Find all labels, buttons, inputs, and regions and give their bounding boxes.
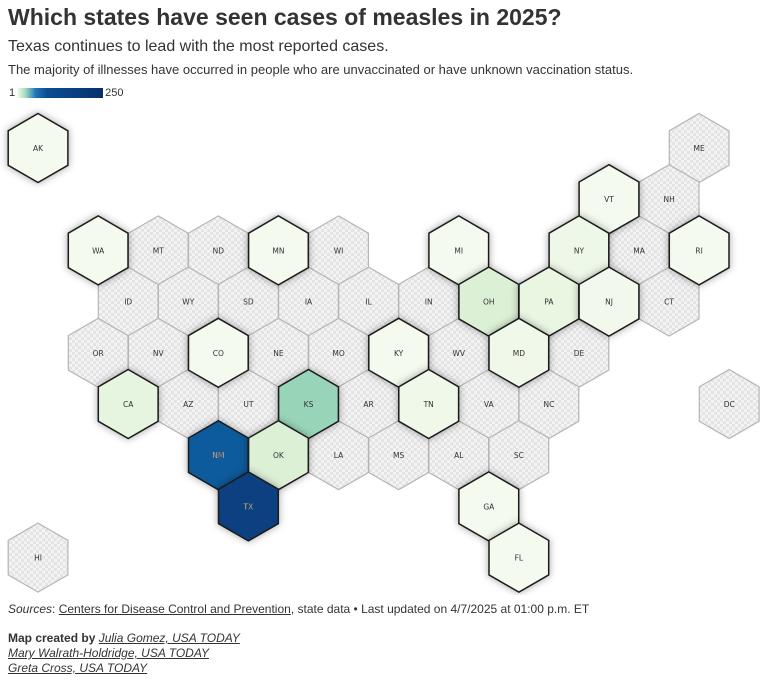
state-label: IN xyxy=(425,298,433,307)
state-hex-mn[interactable]: MN xyxy=(247,215,310,286)
author-link[interactable]: Julia Gomez, USA TODAY xyxy=(98,631,240,645)
state-hex-dc[interactable]: DC xyxy=(698,368,760,440)
state-label: GA xyxy=(483,502,495,511)
state-label: AR xyxy=(363,400,373,409)
state-hex-fl[interactable]: FL xyxy=(488,522,550,593)
state-label: AL xyxy=(454,451,464,460)
state-label: KS xyxy=(304,400,314,409)
state-label: DE xyxy=(574,349,585,358)
hex-shape xyxy=(97,368,159,440)
state-label: SD xyxy=(243,298,254,307)
state-label: NY xyxy=(574,246,585,255)
hex-shape xyxy=(67,215,129,286)
state-label: VT xyxy=(604,195,614,204)
state-label: NE xyxy=(273,349,284,358)
state-hex-tn[interactable]: TN xyxy=(398,368,460,440)
state-label: NM xyxy=(212,451,224,460)
state-hex-ca[interactable]: CA xyxy=(97,368,159,440)
state-label: OR xyxy=(93,349,104,358)
state-hex-nj[interactable]: NJ xyxy=(578,266,640,337)
state-label: ME xyxy=(694,144,705,153)
state-label: IL xyxy=(365,298,372,307)
state-label: NH xyxy=(663,195,674,204)
state-label: PA xyxy=(544,298,554,307)
state-hex-md[interactable]: MD xyxy=(488,317,550,389)
state-label: MO xyxy=(332,349,344,358)
color-legend: 1 250 xyxy=(9,87,123,99)
page-title: Which states have seen cases of measles … xyxy=(8,4,562,30)
legend-gradient xyxy=(17,88,104,98)
hex-shape xyxy=(217,471,280,542)
hex-shape xyxy=(187,317,249,389)
state-label: MI xyxy=(454,246,463,255)
hex-shape xyxy=(7,112,69,184)
hex-shape xyxy=(698,368,760,440)
state-label: AK xyxy=(33,144,44,153)
state-label: IA xyxy=(305,298,313,307)
state-label: OH xyxy=(483,298,495,307)
subtitle: Texas continues to lead with the most re… xyxy=(8,38,389,55)
state-label: WA xyxy=(92,246,105,255)
legend-min: 1 xyxy=(9,87,16,99)
state-label: MA xyxy=(633,246,645,255)
credits: Map created by Julia Gomez, USA TODAY Ma… xyxy=(8,631,240,676)
hex-shape xyxy=(488,317,550,389)
state-label: ND xyxy=(213,246,225,255)
state-label: CT xyxy=(664,298,674,307)
state-hex-co[interactable]: CO xyxy=(187,317,249,389)
source-details: , state data • Last updated on 4/7/2025 … xyxy=(290,602,590,616)
state-label: MS xyxy=(393,451,404,460)
state-hex-tx[interactable]: TX xyxy=(217,471,280,542)
hex-shape xyxy=(247,215,310,286)
state-label: NV xyxy=(153,349,165,358)
author-link[interactable]: Greta Cross, USA TODAY xyxy=(8,661,148,675)
sources-label: Sources xyxy=(8,602,53,616)
state-label: WY xyxy=(182,298,194,307)
state-label: HI xyxy=(34,554,42,563)
state-label: OK xyxy=(273,451,285,460)
hex-shape xyxy=(488,522,550,593)
state-hex-ri[interactable]: RI xyxy=(668,215,730,286)
state-label: CO xyxy=(213,349,224,358)
hex-shape xyxy=(668,215,730,286)
hex-shape xyxy=(398,368,460,440)
state-label: FL xyxy=(515,554,524,563)
state-label: DC xyxy=(724,400,735,409)
hex-shape xyxy=(578,266,640,337)
source-link[interactable]: Centers for Disease Control and Preventi… xyxy=(58,602,291,616)
state-hex-ak[interactable]: AK xyxy=(7,112,69,184)
description: The majority of illnesses have occurred … xyxy=(8,62,634,77)
state-label: NC xyxy=(543,400,554,409)
state-label: SC xyxy=(514,451,524,460)
state-label: UT xyxy=(243,400,253,409)
state-label: MD xyxy=(513,349,525,358)
state-label: LA xyxy=(334,451,344,460)
state-label: ID xyxy=(124,298,132,307)
state-label: MN xyxy=(272,246,284,255)
state-label: TN xyxy=(423,400,434,409)
state-label: MT xyxy=(153,246,164,255)
state-label: WV xyxy=(452,349,465,358)
legend-max: 250 xyxy=(105,87,124,99)
state-label: AZ xyxy=(183,400,193,409)
state-hex-wa[interactable]: WA xyxy=(67,215,129,286)
state-label: WI xyxy=(334,246,344,255)
state-label: TX xyxy=(243,502,254,511)
credits-label: Map created by xyxy=(8,631,96,645)
sources-line: Sources: Centers for Disease Control and… xyxy=(8,602,590,616)
author-link[interactable]: Mary Walrath-Holdridge, USA TODAY xyxy=(8,646,209,660)
state-hex-hi[interactable]: HI xyxy=(7,522,69,593)
state-label: NJ xyxy=(605,298,613,307)
state-label: KY xyxy=(394,349,404,358)
state-label: VA xyxy=(484,400,495,409)
state-label: RI xyxy=(695,246,702,255)
hex-shape xyxy=(7,522,69,593)
hex-map: ME NH MT ND WI MA ID WY SD IA IL IN CT OR NV NE MO WV DE AZ… xyxy=(7,112,760,593)
state-label: CA xyxy=(123,400,134,409)
